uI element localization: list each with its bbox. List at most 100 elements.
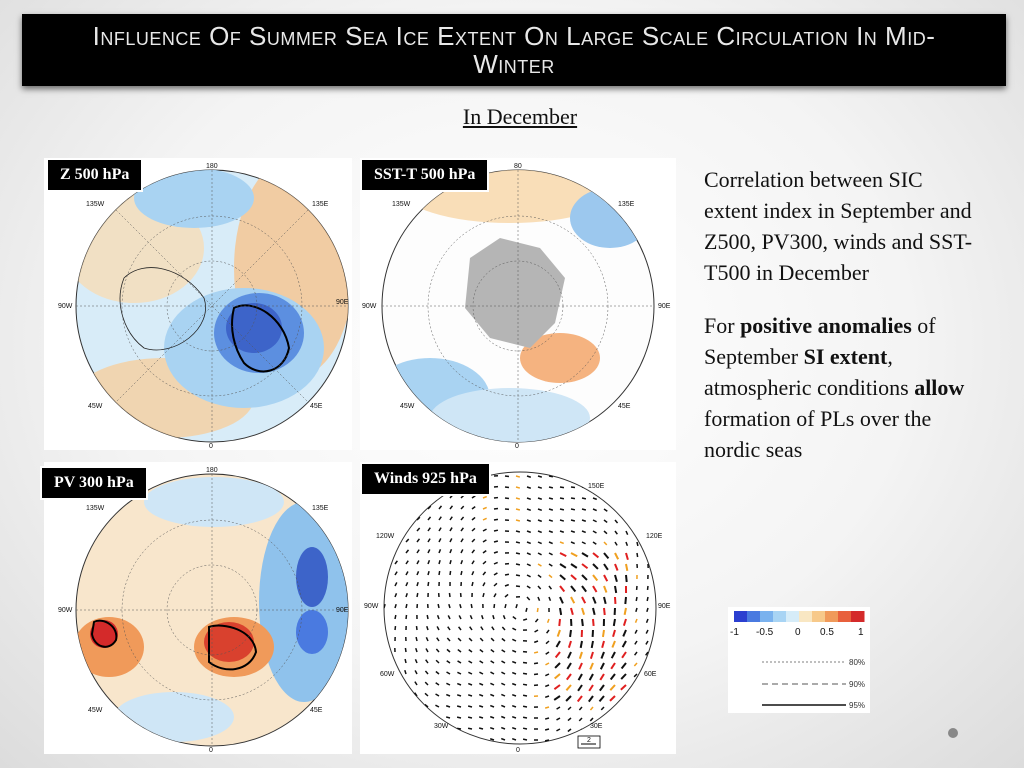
wind-vector: [460, 516, 465, 521]
wind-vector: [599, 673, 605, 681]
wind-vector: [522, 683, 528, 686]
wind-vector: [537, 563, 542, 567]
wind-vector: [445, 705, 451, 708]
wind-vector: [445, 716, 451, 719]
wind-vector: [512, 649, 517, 653]
wind-vector: [570, 574, 577, 581]
wind-vector: [544, 695, 550, 698]
lon-label: 150E: [588, 483, 605, 490]
wind-vector: [578, 706, 583, 711]
slide-indicator-dot[interactable]: [948, 728, 958, 738]
wind-vector: [546, 629, 550, 634]
wind-vector: [592, 596, 597, 604]
wind-vector: [544, 706, 550, 709]
wind-vector: [478, 716, 484, 719]
wind-vector: [511, 693, 517, 697]
wind-vector: [482, 539, 487, 543]
wind-vector: [405, 592, 408, 598]
wind-vector: [480, 614, 484, 620]
wind-vector: [554, 651, 561, 659]
wind-vector: [526, 508, 532, 512]
wind-vector: [614, 530, 618, 535]
wind-vector: [511, 726, 517, 730]
wind-vector: [427, 549, 431, 554]
wind-vector: [548, 486, 554, 489]
wind-vector: [471, 538, 476, 543]
wind-vector: [456, 716, 462, 719]
wind-vector: [526, 541, 532, 545]
wind-vector: [427, 559, 431, 565]
wind-vector: [634, 629, 638, 634]
wind-vector: [611, 640, 616, 648]
wind-vector: [537, 497, 543, 500]
wind-vector: [435, 659, 440, 664]
lon-label: 135E: [618, 201, 635, 208]
wind-vector: [645, 640, 649, 645]
wind-vector: [569, 629, 572, 638]
wind-vector: [438, 538, 442, 543]
wind-vector: [511, 715, 517, 719]
wind-vector: [467, 694, 473, 697]
wind-vector: [404, 647, 407, 653]
wind-vector: [559, 508, 565, 511]
wind-vector: [427, 505, 432, 510]
wind-vector: [449, 527, 453, 532]
wind-vector: [609, 684, 616, 691]
wind-vector: [556, 629, 561, 637]
wind-vector: [614, 552, 620, 560]
legend-color-swatch: [786, 611, 800, 622]
lon-label: 90W: [58, 303, 73, 310]
description: Correlation between SIC extent index in …: [704, 164, 979, 487]
wind-vector: [479, 682, 484, 686]
wind-vector: [511, 704, 517, 708]
wind-vector: [621, 640, 627, 648]
panel-label: PV 300 hPa: [40, 466, 148, 500]
wind-vector: [534, 629, 539, 633]
legend-color-swatch: [747, 611, 761, 622]
wind-vector: [479, 660, 484, 664]
legend-color-swatch: [825, 611, 839, 622]
wind-vector: [490, 637, 495, 642]
wind-vector: [490, 671, 495, 675]
wind-vector: [610, 662, 616, 670]
lon-label: 90E: [336, 299, 349, 306]
wind-vector: [533, 651, 539, 654]
wind-vector: [467, 727, 473, 730]
wind-vector: [645, 618, 649, 623]
legend-color-swatch: [799, 611, 813, 622]
legend-tick: 0: [795, 627, 801, 638]
wind-vector: [603, 563, 609, 571]
wind-vector: [589, 651, 594, 659]
lon-label: 135W: [86, 201, 105, 208]
wind-vector: [394, 560, 398, 565]
wind-vector: [570, 519, 576, 522]
wind-vector: [416, 549, 420, 554]
wind-vector: [581, 497, 587, 500]
wind-vector: [578, 651, 583, 659]
wind-vector: [609, 695, 616, 702]
wind-vector: [537, 541, 542, 545]
wind-vector: [592, 508, 597, 512]
wind-vector: [525, 607, 528, 613]
wind-vector: [493, 572, 498, 576]
wind-vector: [426, 614, 429, 620]
wind-vector: [449, 505, 454, 510]
wind-vector: [623, 607, 627, 616]
wind-vector: [599, 662, 605, 670]
wind-vector: [570, 563, 578, 569]
wind-vector: [405, 549, 410, 554]
wind-vector: [493, 561, 498, 565]
wind-vector: [436, 626, 440, 631]
wind-vector: [553, 684, 561, 690]
wind-vector: [526, 574, 531, 578]
wind-vectors: [384, 474, 649, 742]
wind-vector: [490, 682, 495, 686]
wind-vector: [435, 704, 440, 708]
wind-vector: [424, 681, 429, 686]
wind-vector: [512, 660, 517, 664]
legend-graphic: -1 -0.5 0 0.5 1 80% 90% 95%: [730, 611, 865, 710]
sst-t500-map: 80 0 90W 90E 135W 135E 45W 45E: [362, 163, 671, 450]
lon-label: 30E: [590, 723, 603, 730]
wind-vector: [577, 684, 583, 692]
wind-vector: [456, 727, 462, 730]
